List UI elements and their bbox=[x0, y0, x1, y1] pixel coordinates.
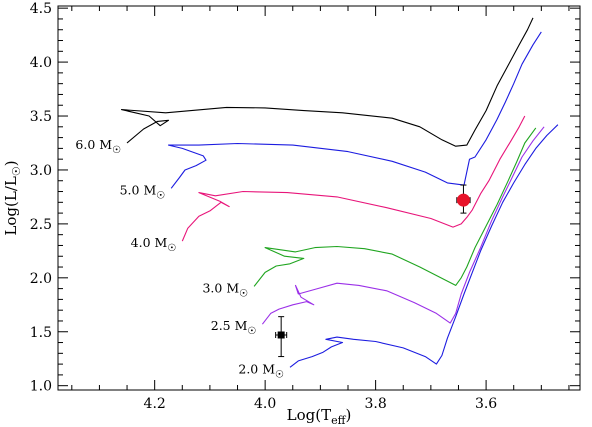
data-point-star-black bbox=[275, 316, 288, 358]
marker-square bbox=[277, 331, 285, 339]
sun-symbol: ☉ bbox=[275, 369, 284, 380]
sun-symbol: ☉ bbox=[167, 243, 176, 254]
mass-label: 2.5 M☉ bbox=[211, 318, 257, 337]
y-tick-label: 4.5 bbox=[30, 1, 52, 17]
mass-label-text: 2.0 M bbox=[238, 361, 275, 376]
axis-title-text-end: ) bbox=[345, 406, 351, 424]
track-line-4-0-msun bbox=[181, 115, 526, 242]
x-tick-label: 3.8 bbox=[364, 396, 386, 412]
marker-circle bbox=[456, 193, 470, 207]
mass-label: 5.0 M☉ bbox=[120, 182, 166, 201]
axis-ticks bbox=[58, 6, 580, 390]
mass-label-text: 5.0 M bbox=[120, 182, 157, 197]
data-point-star-red bbox=[456, 184, 471, 214]
track-line-2-0-msun bbox=[289, 124, 559, 368]
plot-frame bbox=[57, 5, 581, 391]
sun-symbol: ☉ bbox=[239, 288, 248, 299]
y-tick-label: 3.5 bbox=[30, 109, 52, 125]
mass-label: 3.0 M☉ bbox=[202, 280, 248, 299]
axis-title-text: Log(L/L bbox=[2, 176, 20, 235]
mass-label: 2.0 M☉ bbox=[238, 361, 284, 380]
track-line-6-0-msun bbox=[120, 17, 534, 147]
y-tick-label: 1.5 bbox=[30, 325, 52, 341]
x-tick-label: 4.2 bbox=[144, 396, 166, 412]
y-tick-label: 2.5 bbox=[30, 217, 52, 233]
mass-label-text: 3.0 M bbox=[202, 280, 239, 295]
y-tick-label: 3.0 bbox=[30, 163, 52, 179]
mass-label-text: 6.0 M bbox=[75, 137, 112, 152]
sun-symbol: ☉ bbox=[156, 190, 165, 201]
x-tick-label: 4.0 bbox=[254, 396, 276, 412]
x-tick-label: 3.6 bbox=[475, 396, 497, 412]
axis-title-subscript: ☉ bbox=[10, 166, 23, 176]
mass-label-text: 4.0 M bbox=[131, 235, 168, 250]
sun-symbol: ☉ bbox=[247, 326, 256, 337]
x-axis-title: Log(Teff) bbox=[287, 406, 352, 427]
mass-label: 4.0 M☉ bbox=[131, 235, 177, 254]
plot-border bbox=[57, 5, 581, 391]
track-line-5-0-msun bbox=[167, 31, 542, 189]
track-line-2-5-msun bbox=[261, 126, 545, 325]
axis-title-text: Log(T bbox=[287, 406, 331, 424]
y-tick-label: 1.0 bbox=[30, 379, 52, 395]
axis-title-subscript: eff bbox=[331, 414, 347, 427]
y-tick-label: 2.0 bbox=[30, 271, 52, 287]
evolutionary-tracks bbox=[120, 17, 559, 368]
y-axis-title: Log(L/L☉) bbox=[2, 160, 23, 235]
mass-label-text: 2.5 M bbox=[211, 318, 248, 333]
mass-label: 6.0 M☉ bbox=[75, 137, 121, 156]
track-line-3-0-msun bbox=[253, 127, 537, 287]
track-mass-labels: 6.0 M☉5.0 M☉4.0 M☉3.0 M☉2.5 M☉2.0 M☉ bbox=[75, 137, 284, 380]
tick-labels: 4.2 4.0 3.8 3.6 1.0 1.5 2.0 2.5 3.0 3.5 4.0 4.5 bbox=[30, 1, 498, 412]
sun-symbol: ☉ bbox=[112, 145, 121, 156]
axis-title-text-end: ) bbox=[2, 160, 20, 166]
y-tick-label: 4.0 bbox=[30, 55, 52, 71]
observed-stars bbox=[275, 184, 471, 358]
